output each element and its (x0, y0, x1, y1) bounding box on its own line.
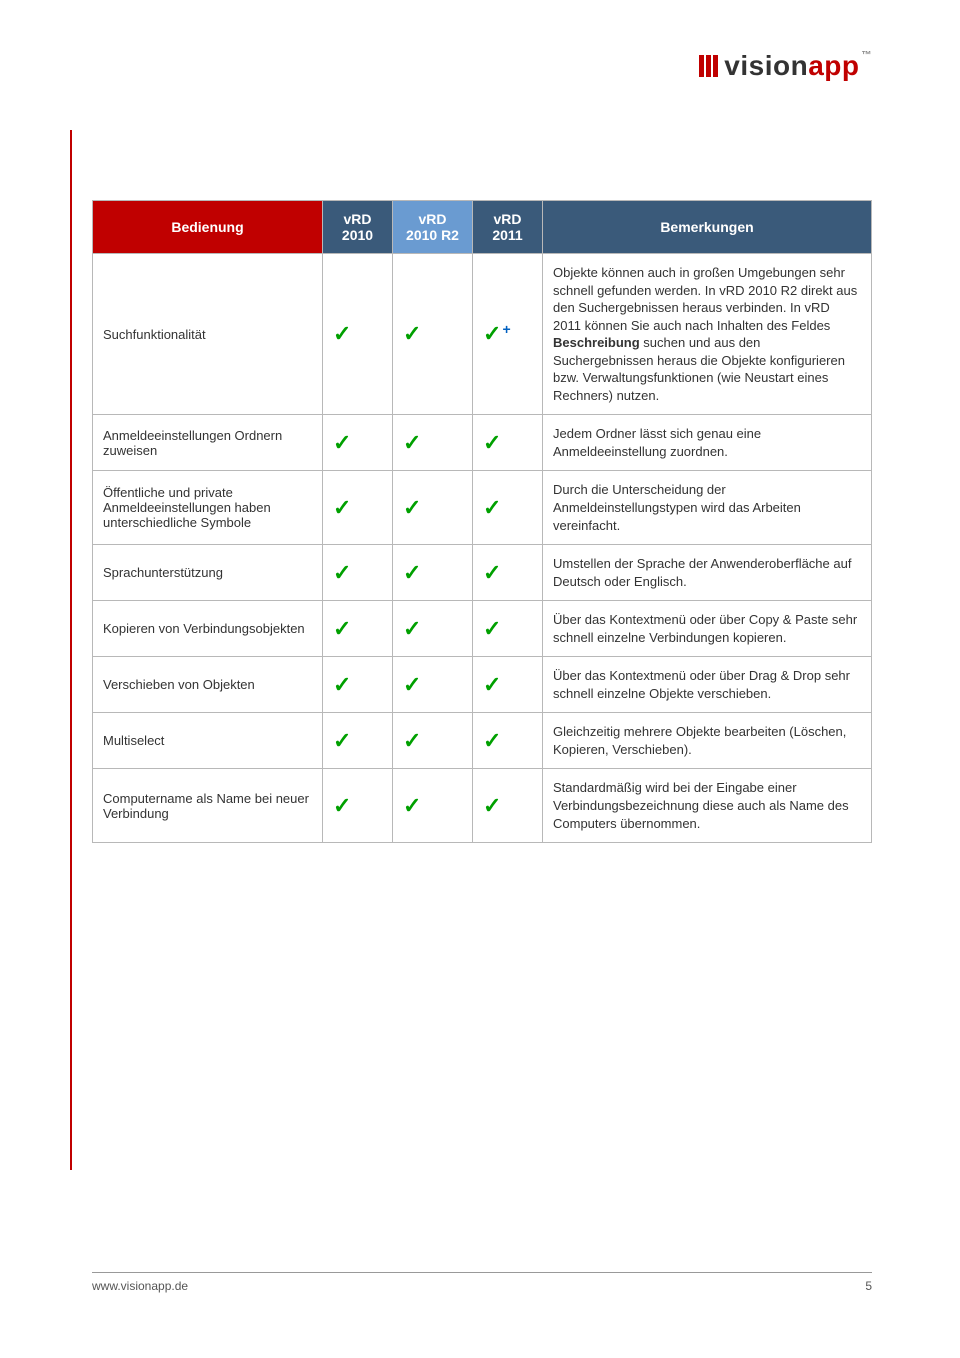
table-row: Öffentliche und private Anmeldeeinstellu… (93, 471, 872, 545)
content-area: Bedienung vRD 2010 vRD 2010 R2 vRD 2011 … (92, 200, 872, 843)
table-row: Kopieren von Verbindungsobjekten ✓ ✓ ✓ Über … (93, 601, 872, 657)
left-red-rule (0, 130, 72, 1170)
checkmark-icon: ✓ (483, 616, 501, 641)
cell-2010r2: ✓ (393, 657, 473, 713)
feature-cell: Multiselect (93, 713, 323, 769)
notes-cell: Über das Kontextmenü oder über Drag & Dr… (543, 657, 872, 713)
checkmark-icon: ✓ (483, 728, 501, 753)
header-2010: vRD 2010 (323, 201, 393, 254)
cell-2011: ✓ (473, 713, 543, 769)
logo-brand: vision (724, 50, 808, 81)
checkmark-icon: ✓ (333, 495, 351, 520)
feature-cell: Kopieren von Verbindungsobjekten (93, 601, 323, 657)
checkmark-icon: ✓ (403, 560, 421, 585)
cell-2011: ✓ (473, 254, 543, 415)
notes-cell: Standardmäßig wird bei der Eingabe einer… (543, 769, 872, 843)
checkmark-icon: ✓ (483, 793, 501, 818)
notes-cell: Gleichzeitig mehrere Objekte bearbeiten … (543, 713, 872, 769)
cell-2010: ✓ (323, 471, 393, 545)
cell-2011: ✓ (473, 415, 543, 471)
cell-2010: ✓ (323, 254, 393, 415)
checkmark-icon: ✓ (403, 430, 421, 455)
checkmark-icon: ✓ (403, 495, 421, 520)
checkmark-icon: ✓ (483, 495, 501, 520)
notes-cell: Über das Kontextmenü oder über Copy & Pa… (543, 601, 872, 657)
cell-2010: ✓ (323, 713, 393, 769)
cell-2010: ✓ (323, 601, 393, 657)
checkmark-icon: ✓ (333, 616, 351, 641)
feature-cell: Suchfunktionalität (93, 254, 323, 415)
cell-2010r2: ✓ (393, 545, 473, 601)
logo-text: visionapp (724, 50, 859, 81)
notes-cell: Durch die Unterscheidung der Anmeldeinst… (543, 471, 872, 545)
table-header-row: Bedienung vRD 2010 vRD 2010 R2 vRD 2011 … (93, 201, 872, 254)
cell-2010: ✓ (323, 415, 393, 471)
checkmark-icon: ✓ (483, 560, 501, 585)
feature-table: Bedienung vRD 2010 vRD 2010 R2 vRD 2011 … (92, 200, 872, 843)
cell-2010r2: ✓ (393, 254, 473, 415)
cell-2010r2: ✓ (393, 471, 473, 545)
notes-cell: Objekte können auch in großen Umgebungen… (543, 254, 872, 415)
feature-cell: Computername als Name bei neuer Verbindu… (93, 769, 323, 843)
checkmark-icon: ✓ (483, 430, 501, 455)
cell-2011: ✓ (473, 769, 543, 843)
table-row: Computername als Name bei neuer Verbindu… (93, 769, 872, 843)
cell-2011: ✓ (473, 545, 543, 601)
cell-2010r2: ✓ (393, 601, 473, 657)
checkmark-icon: ✓ (333, 560, 351, 585)
brand-logo: visionapp™ (699, 50, 872, 84)
logo-tm: ™ (862, 50, 873, 61)
checkmark-plus-icon: ✓ (483, 321, 511, 346)
header-feature: Bedienung (93, 201, 323, 254)
checkmark-icon: ✓ (333, 672, 351, 697)
checkmark-icon: ✓ (333, 793, 351, 818)
checkmark-icon: ✓ (403, 672, 421, 697)
checkmark-icon: ✓ (403, 728, 421, 753)
header-2011: vRD 2011 (473, 201, 543, 254)
feature-cell: Anmeldeeinstellungen Ordnern zuweisen (93, 415, 323, 471)
footer-page-number: 5 (865, 1279, 872, 1293)
table-row: Suchfunktionalität ✓ ✓ ✓ Objekte können auch… (93, 254, 872, 415)
checkmark-icon: ✓ (483, 672, 501, 697)
checkmark-icon: ✓ (333, 321, 351, 346)
feature-cell: Verschieben von Objekten (93, 657, 323, 713)
footer-url[interactable]: www.visionapp.de (92, 1279, 188, 1293)
cell-2010: ✓ (323, 657, 393, 713)
logo-bars-icon (699, 52, 720, 84)
table-row: Sprachunterstützung ✓ ✓ ✓ Umstellen der Spra… (93, 545, 872, 601)
feature-cell: Öffentliche und private Anmeldeeinstellu… (93, 471, 323, 545)
page-footer: www.visionapp.de 5 (92, 1272, 872, 1293)
logo-suffix: app (808, 50, 859, 81)
cell-2010r2: ✓ (393, 769, 473, 843)
checkmark-icon: ✓ (333, 728, 351, 753)
checkmark-icon: ✓ (333, 430, 351, 455)
cell-2010r2: ✓ (393, 415, 473, 471)
feature-cell: Sprachunterstützung (93, 545, 323, 601)
cell-2011: ✓ (473, 657, 543, 713)
notes-cell: Jedem Ordner lässt sich genau eine Anmel… (543, 415, 872, 471)
table-row: Verschieben von Objekten ✓ ✓ ✓ Über das Kont… (93, 657, 872, 713)
cell-2011: ✓ (473, 601, 543, 657)
cell-2010: ✓ (323, 769, 393, 843)
header-2010r2: vRD 2010 R2 (393, 201, 473, 254)
notes-cell: Umstellen der Sprache der Anwenderoberfl… (543, 545, 872, 601)
checkmark-icon: ✓ (403, 616, 421, 641)
checkmark-icon: ✓ (403, 793, 421, 818)
table-row: Anmeldeeinstellungen Ordnern zuweisen ✓ ✓ ✓… (93, 415, 872, 471)
table-body: Suchfunktionalität ✓ ✓ ✓ Objekte können auch… (93, 254, 872, 843)
cell-2010r2: ✓ (393, 713, 473, 769)
table-row: Multiselect ✓ ✓ ✓ Gleichzeitig mehrere Objek… (93, 713, 872, 769)
header-notes: Bemerkungen (543, 201, 872, 254)
checkmark-icon: ✓ (403, 321, 421, 346)
cell-2010: ✓ (323, 545, 393, 601)
cell-2011: ✓ (473, 471, 543, 545)
